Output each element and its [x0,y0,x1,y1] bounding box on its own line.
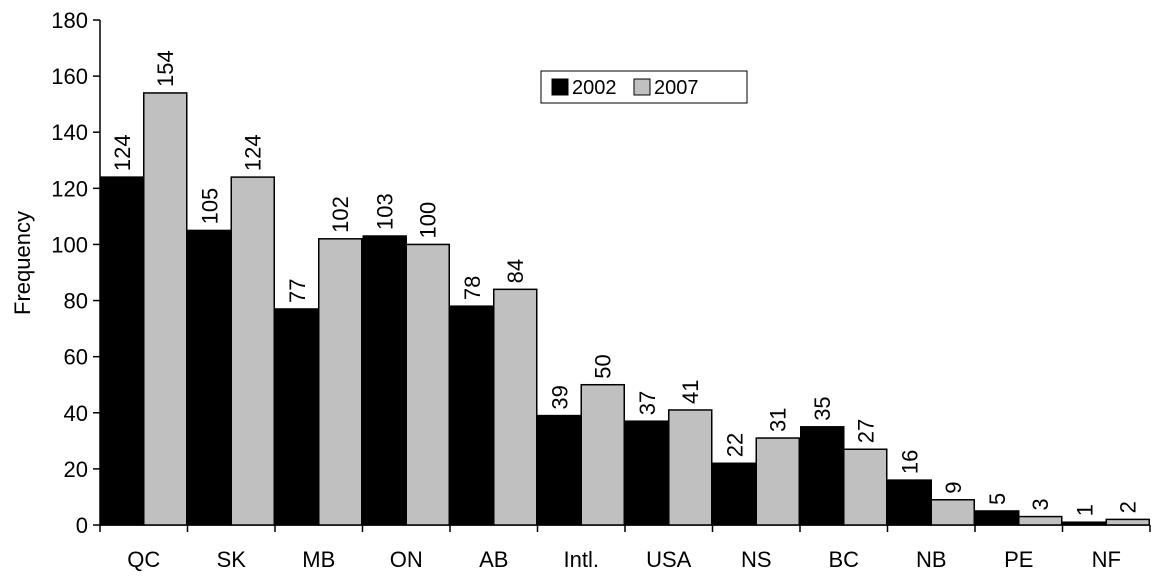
legend-label-2002: 2002 [572,77,617,99]
bar-2007 [755,437,800,526]
value-label-2007: 2 [1116,501,1141,513]
value-label-2002: 37 [635,391,660,415]
legend-swatch-2002 [551,78,569,96]
bar-2007 [930,499,975,526]
y-tick-label: 80 [64,289,88,314]
legend-swatch-2007 [633,78,651,96]
value-label-2002: 35 [810,396,835,420]
legend-label-2007: 2007 [654,77,699,99]
y-tick-label: 180 [51,8,88,33]
value-label-2007: 9 [941,482,966,494]
value-label-2007: 50 [591,354,616,378]
y-axis-label: Frequency [10,211,35,315]
bar-2007 [230,176,275,526]
value-label-2007: 31 [766,408,791,432]
x-category-label: PE [1004,547,1033,572]
bar-2002 [450,305,495,526]
bar-2007 [318,238,363,526]
value-label-2002: 16 [898,450,923,474]
x-category-label: QC [127,547,160,572]
x-category-label: NF [1092,547,1121,572]
bar-2002 [537,414,582,526]
bar-2007 [580,383,625,526]
value-label-2007: 84 [503,259,528,283]
x-category-label: BC [828,547,859,572]
y-tick-label: 60 [64,345,88,370]
value-label-2007: 3 [1028,498,1053,510]
value-label-2002: 105 [198,188,223,225]
bar-2002 [1062,521,1107,526]
value-label-2007: 102 [328,196,353,233]
y-tick-label: 160 [51,64,88,89]
value-label-2002: 124 [110,134,135,171]
x-axis: QC SK MB ON AB Intl. USA NS BC NB PE NF [99,524,1151,572]
x-category-label: MB [302,547,335,572]
bar-2007 [1105,518,1150,526]
value-label-2002: 39 [548,385,573,409]
legend: 2002 2007 [540,70,748,104]
value-label-2007: 27 [853,419,878,443]
y-tick-label: 140 [51,120,88,145]
x-category-label: Intl. [564,547,599,572]
bar-2002 [712,462,757,526]
value-label-2007: 124 [241,134,266,171]
x-category-label: ON [390,547,423,572]
bar-2002 [187,229,232,526]
value-label-2002: 77 [285,278,310,302]
bar-2007 [143,92,188,526]
x-category-label: SK [217,547,247,572]
bar-2002 [625,420,670,526]
bar-2002 [362,235,407,526]
x-category-label: AB [479,547,508,572]
value-label-2002: 5 [985,493,1010,505]
y-tick-label: 100 [51,232,88,257]
y-axis: 0 20 40 60 80 100 120 140 160 180 [51,8,101,538]
x-category-label: USA [646,547,692,572]
bar-2002 [887,479,932,526]
value-label-2007: 41 [678,379,703,403]
bar-2002 [275,308,320,526]
bar-2002 [100,176,145,526]
bar-2007 [843,448,888,526]
y-tick-label: 120 [51,176,88,201]
bar-2007 [493,288,538,526]
x-category-label: NS [741,547,772,572]
value-label-2002: 22 [723,433,748,457]
y-tick-label: 20 [64,457,88,482]
x-category-label: NB [916,547,947,572]
value-label-2002: 78 [460,276,485,300]
bar-2007 [1018,515,1063,526]
bar-2007 [668,409,713,526]
value-label-2002: 1 [1073,504,1098,516]
bar-2002 [975,510,1020,526]
value-label-2007: 100 [416,202,441,239]
y-tick-label: 0 [76,513,88,538]
bar-2007 [405,243,450,526]
value-label-2002: 103 [373,193,398,230]
bars [100,92,1150,526]
y-tick-label: 40 [64,401,88,426]
value-label-2007: 154 [153,50,178,87]
bar-2002 [800,426,845,526]
